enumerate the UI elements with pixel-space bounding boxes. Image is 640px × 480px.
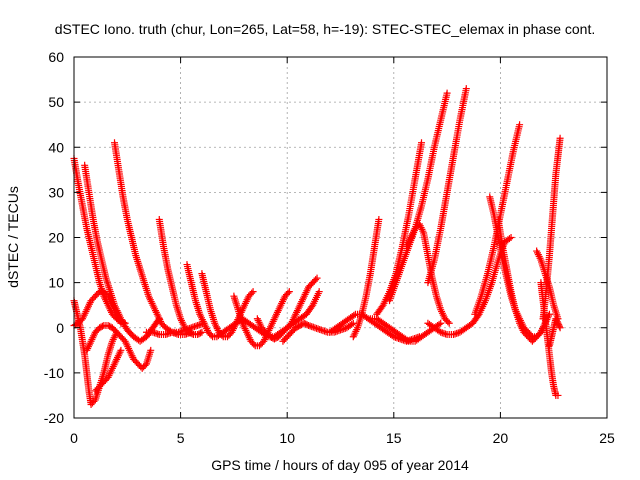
data-point xyxy=(444,318,452,326)
series-6 xyxy=(91,346,125,395)
data-point xyxy=(94,289,102,297)
data-point xyxy=(462,85,470,93)
y-tick-label: 60 xyxy=(48,49,64,65)
series-12 xyxy=(253,274,321,343)
series-24 xyxy=(494,215,553,345)
data-point xyxy=(249,288,257,296)
x-axis-label: GPS time / hours of day 095 of year 2014 xyxy=(211,457,469,473)
data-point xyxy=(348,320,356,328)
series-22 xyxy=(471,121,524,318)
x-tick-label: 0 xyxy=(70,430,78,446)
data-point xyxy=(554,391,562,399)
y-tick-label: 10 xyxy=(48,275,64,291)
series-26 xyxy=(537,279,562,399)
data-point xyxy=(98,322,106,330)
y-tick-label: 20 xyxy=(48,230,64,246)
y-axis-tick-labels: -20 -10 0 10 20 30 40 50 60 xyxy=(44,49,64,426)
data-point xyxy=(443,89,451,97)
data-point xyxy=(445,319,453,327)
data-point xyxy=(516,121,524,129)
data-point xyxy=(418,139,426,147)
data-point xyxy=(315,288,323,296)
data-point xyxy=(552,315,560,323)
data-point xyxy=(507,234,515,241)
data-point xyxy=(350,311,358,319)
y-tick-label: -10 xyxy=(44,365,64,381)
data-point xyxy=(198,328,206,336)
data-point xyxy=(207,331,215,339)
data-point xyxy=(505,235,513,243)
data-points xyxy=(70,85,564,408)
data-point xyxy=(147,346,155,354)
x-tick-label: 10 xyxy=(279,430,295,446)
data-point xyxy=(117,319,125,327)
data-point xyxy=(196,329,204,337)
series-7 xyxy=(155,215,206,339)
y-tick-label: 50 xyxy=(48,94,64,110)
series-15 xyxy=(349,215,383,341)
data-point xyxy=(117,346,125,354)
data-point xyxy=(250,340,258,348)
x-tick-label: 15 xyxy=(386,430,402,446)
series-20 xyxy=(424,85,470,287)
series-8 xyxy=(142,319,208,339)
data-point xyxy=(554,319,562,327)
data-point xyxy=(349,319,357,327)
y-axis-label: dSTEC / TECUs xyxy=(5,186,21,288)
data-point xyxy=(437,319,445,327)
data-point xyxy=(284,289,292,297)
series-2 xyxy=(111,139,195,339)
y-tick-label: 30 xyxy=(48,184,64,200)
data-point xyxy=(553,318,561,326)
y-tick-label: 0 xyxy=(56,320,64,336)
series-19 xyxy=(403,220,453,327)
x-tick-label: 5 xyxy=(177,430,185,446)
series-28 xyxy=(545,315,564,350)
x-tick-label: 25 xyxy=(599,430,615,446)
data-point xyxy=(218,331,226,339)
series-4 xyxy=(70,288,125,329)
data-point xyxy=(555,322,563,330)
x-tick-label: 20 xyxy=(493,430,509,446)
series-18 xyxy=(386,89,451,305)
data-point xyxy=(248,289,256,297)
data-point xyxy=(285,288,293,296)
series-5 xyxy=(83,321,155,372)
data-point xyxy=(313,274,321,282)
chart-title: dSTEC Iono. truth (chur, Lon=265, Lat=58… xyxy=(55,21,595,37)
series-27 xyxy=(539,134,564,323)
data-point xyxy=(435,320,443,328)
data-point xyxy=(435,327,443,335)
x-axis-tick-labels: 0 5 10 15 20 25 xyxy=(70,430,615,446)
data-point xyxy=(375,215,383,223)
axis-ticks xyxy=(73,56,608,419)
data-point xyxy=(555,321,563,329)
data-point xyxy=(303,321,311,329)
series-16 xyxy=(366,315,445,345)
data-point xyxy=(556,134,564,142)
data-point xyxy=(553,316,561,324)
data-point xyxy=(188,330,196,338)
grid-lines xyxy=(74,57,607,418)
data-point xyxy=(312,276,320,284)
y-tick-label: 40 xyxy=(48,139,64,155)
y-tick-label: -20 xyxy=(44,410,64,426)
data-point xyxy=(403,336,411,344)
data-point xyxy=(556,324,564,332)
